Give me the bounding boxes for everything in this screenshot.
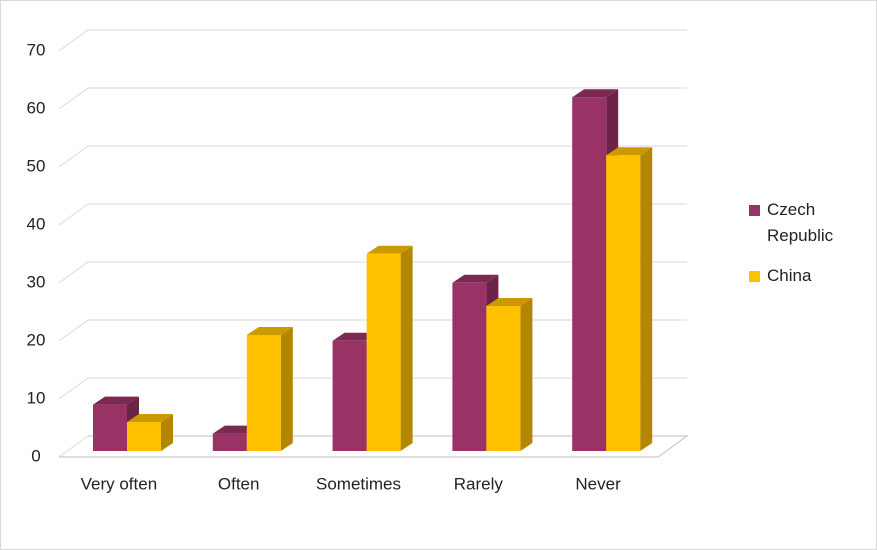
grid-line bbox=[58, 29, 89, 52]
bar bbox=[366, 253, 401, 451]
bar-side bbox=[400, 245, 413, 451]
y-tick-label: 10 bbox=[27, 388, 46, 407]
legend-swatch bbox=[749, 205, 760, 216]
x-tick-label: Often bbox=[218, 474, 260, 493]
x-tick-label: Rarely bbox=[454, 474, 504, 493]
legend: Czech Republic China bbox=[749, 197, 859, 303]
legend-label: China bbox=[767, 266, 812, 285]
legend-item: China bbox=[749, 263, 859, 289]
grid-line bbox=[58, 87, 89, 110]
bar-side bbox=[640, 147, 653, 451]
bar bbox=[332, 340, 367, 451]
legend-item: Czech Republic bbox=[749, 197, 859, 249]
grid-line bbox=[58, 435, 89, 458]
y-tick-label: 40 bbox=[27, 214, 46, 233]
grid-line bbox=[58, 377, 89, 400]
legend-swatch bbox=[749, 271, 760, 282]
x-tick-label: Very often bbox=[81, 474, 158, 493]
y-tick-label: 50 bbox=[27, 156, 46, 175]
bar bbox=[572, 97, 607, 451]
grid-line bbox=[58, 203, 89, 226]
bar-top bbox=[486, 298, 533, 306]
bar bbox=[212, 433, 247, 451]
bar bbox=[486, 306, 521, 451]
bar-top bbox=[93, 396, 139, 405]
y-tick-label: 20 bbox=[27, 330, 46, 349]
x-tick-label: Never bbox=[575, 474, 621, 493]
grid-line bbox=[58, 261, 89, 284]
bar bbox=[246, 335, 281, 451]
bar-top bbox=[246, 327, 293, 335]
bar-side bbox=[161, 414, 173, 451]
x-tick-label: Sometimes bbox=[316, 474, 401, 493]
bar bbox=[127, 422, 161, 451]
bar-top bbox=[366, 245, 413, 254]
y-tick-label: 70 bbox=[27, 40, 46, 59]
bar-top bbox=[572, 89, 619, 98]
grid-line bbox=[58, 319, 89, 342]
y-tick-label: 30 bbox=[27, 272, 46, 291]
bar-side bbox=[280, 327, 293, 451]
bar bbox=[606, 155, 641, 451]
bar-top bbox=[127, 414, 173, 422]
legend-label: Czech Republic bbox=[767, 200, 834, 245]
y-tick-label: 60 bbox=[27, 98, 46, 117]
bar bbox=[452, 282, 487, 451]
bar-top bbox=[452, 274, 499, 283]
bar bbox=[93, 404, 127, 451]
bar-side bbox=[520, 298, 533, 451]
y-tick-label: 0 bbox=[31, 446, 40, 465]
bar-top bbox=[606, 147, 653, 156]
grid-line bbox=[58, 145, 89, 168]
